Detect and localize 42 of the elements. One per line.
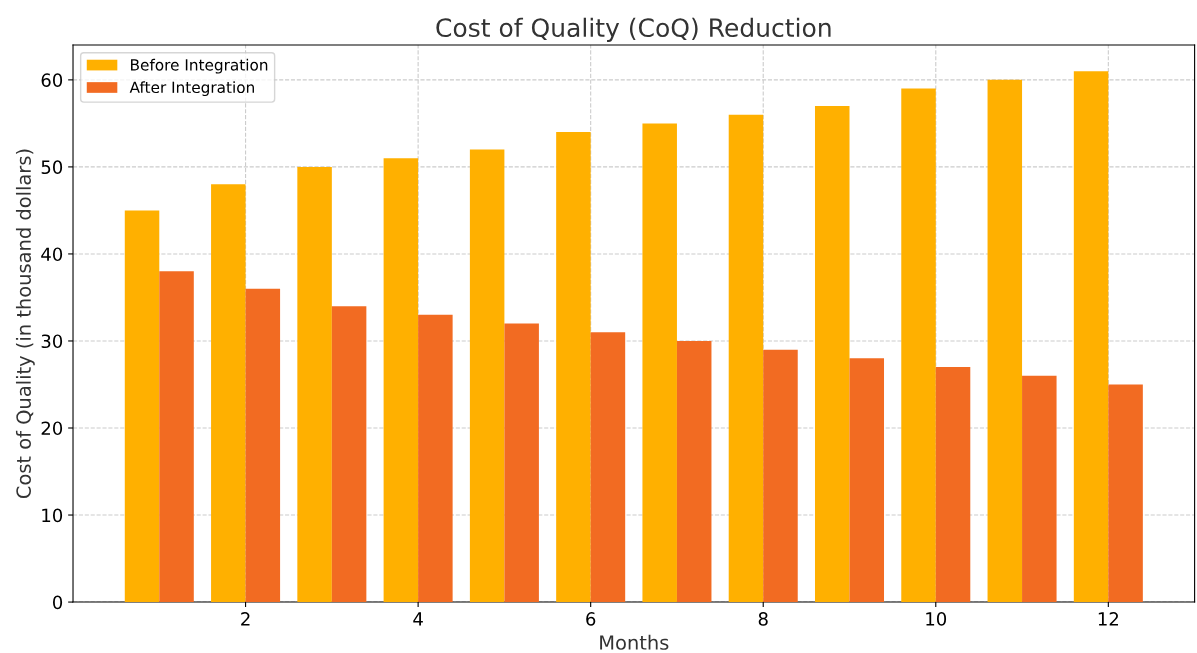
bar [987,79,1023,603]
bar [590,332,626,603]
bar [763,349,798,603]
y-tick-label: 10 [42,508,63,523]
bar [935,367,971,603]
bar [418,314,453,603]
bar [642,123,677,603]
bar [331,306,367,603]
bar [728,114,764,603]
y-tick-label: 20 [41,421,63,436]
bar [211,184,246,603]
y-tick-label: 50 [41,160,63,175]
bar [383,158,419,603]
bar [676,340,712,603]
x-tick-label: 4 [413,612,423,626]
chart-title: Cost of Quality (CoQ) Reduction [436,17,831,42]
legend-label: Before Integration [131,58,268,74]
x-tick-label: 8 [758,612,768,626]
bar [814,105,850,603]
y-tick-label: 40 [41,247,63,262]
bar [504,323,539,603]
legend-label: After Integration [129,81,254,97]
y-tick-label: 60 [41,73,63,87]
y-tick-label: 0 [53,595,63,610]
x-tick-label: 2 [241,612,250,626]
bar [901,88,936,603]
bar [849,358,885,603]
bar [556,132,591,603]
bar [159,271,194,603]
x-tick-label: 12 [1098,612,1119,626]
x-tick-label: 10 [926,612,947,626]
y-tick-label: 30 [41,334,63,349]
bar [245,288,281,603]
bar [1108,384,1143,603]
bar [297,166,332,603]
y-axis-title: Cost of Quality (in thousand dollars) [15,149,35,499]
bar [469,149,505,603]
bar [1073,71,1109,603]
x-axis-title: Months [600,634,669,650]
bar [1022,375,1057,603]
bar [124,210,160,603]
x-tick-label: 6 [586,612,596,626]
